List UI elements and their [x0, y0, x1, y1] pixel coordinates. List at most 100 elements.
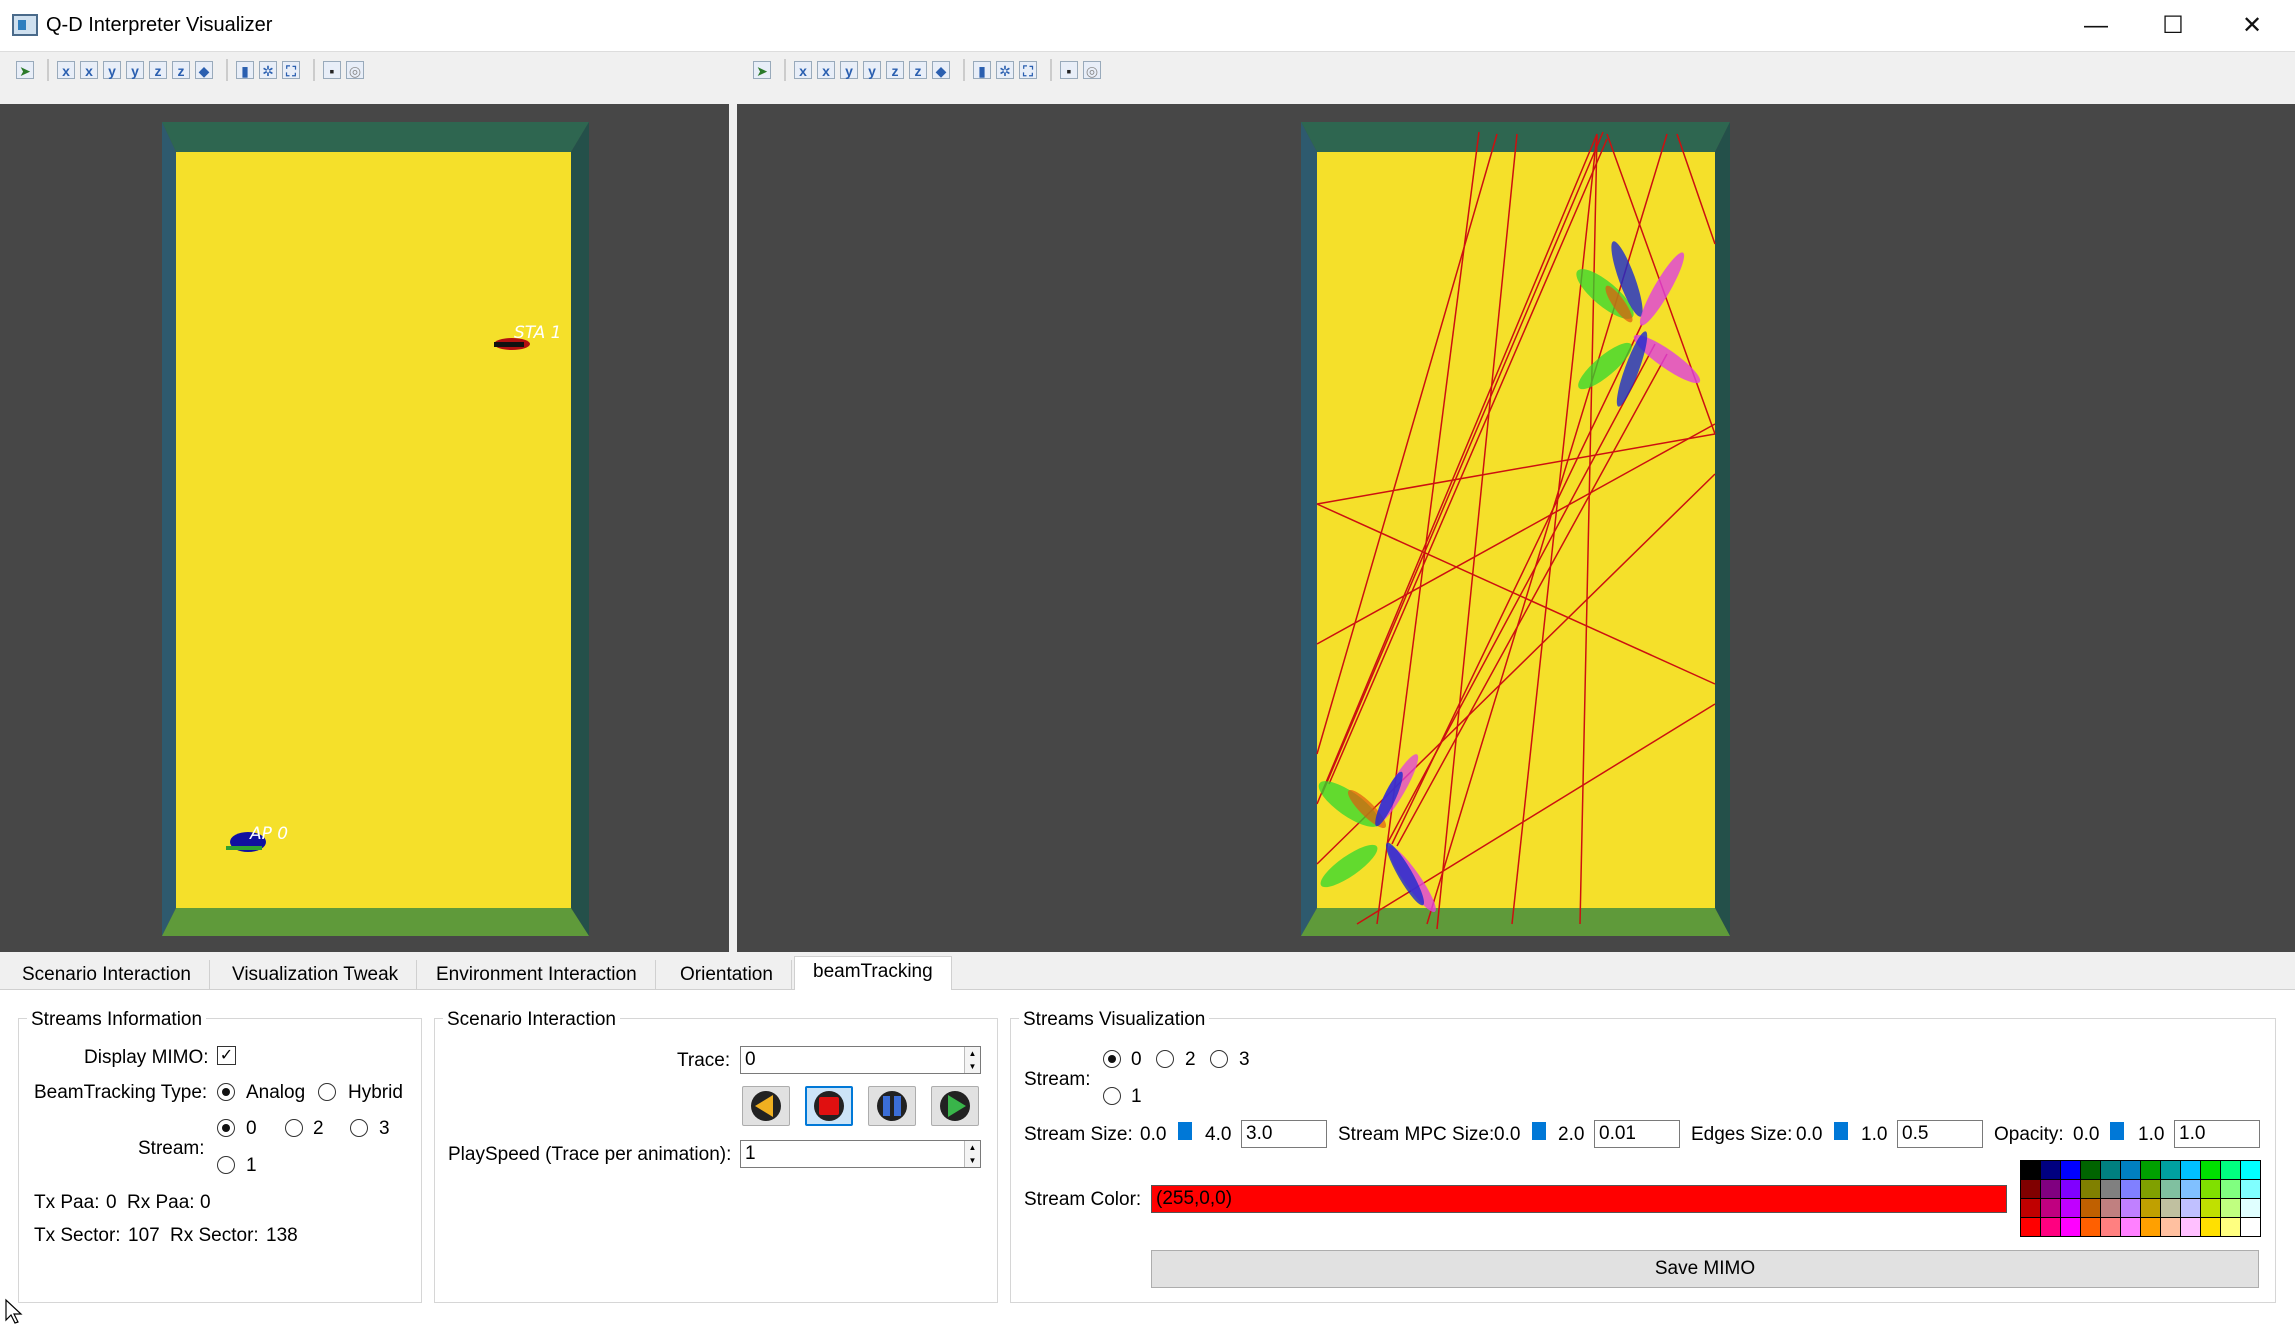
view-neg-y-icon[interactable]: y: [863, 61, 881, 79]
vis-stream-1-label: 1: [1131, 1086, 1142, 1107]
color-palette[interactable]: [2020, 1160, 2261, 1237]
opacity-input[interactable]: 1.0: [2174, 1120, 2260, 1148]
playspeed-spinbox[interactable]: 1 ▲ ▼: [740, 1140, 981, 1168]
app-icon: [12, 14, 38, 36]
left-3d-viewport[interactable]: STA 1 AP 0: [0, 104, 729, 952]
play-forward-button[interactable]: [931, 1086, 979, 1126]
isometric-cube-icon[interactable]: ◆: [195, 61, 213, 79]
streams-visualization-title: Streams Visualization: [1019, 1009, 1210, 1031]
view-x-icon[interactable]: x: [794, 61, 812, 79]
view-neg-x-icon[interactable]: x: [80, 61, 98, 79]
stop-button[interactable]: [805, 1086, 853, 1126]
tab-visualization-tweak[interactable]: Visualization Tweak: [214, 960, 418, 990]
streams-information-group: Streams Information: [18, 1009, 422, 1303]
viewport-splitter[interactable]: [729, 104, 737, 952]
save-icon[interactable]: ▪: [323, 61, 341, 79]
close-button[interactable]: ✕: [2241, 12, 2263, 39]
fit-view-icon[interactable]: ⛶: [1019, 61, 1037, 79]
info-stream-1-radio[interactable]: [217, 1156, 235, 1174]
opacity-label: Opacity:: [1994, 1124, 2064, 1145]
stream-mpc-size-label: Stream MPC Size:: [1338, 1124, 1495, 1145]
info-stream-3-label: 3: [379, 1118, 390, 1139]
view-x-icon[interactable]: x: [57, 61, 75, 79]
edges-size-slider[interactable]: [1834, 1122, 1848, 1140]
stream-mpc-size-slider[interactable]: [1532, 1122, 1546, 1140]
info-stream-3-radio[interactable]: [350, 1119, 368, 1137]
view-z-icon[interactable]: z: [149, 61, 167, 79]
type-hybrid-label: Hybrid: [348, 1082, 403, 1103]
perspective-icon[interactable]: ▮: [236, 61, 254, 79]
pick-icon[interactable]: ➤: [16, 61, 34, 79]
tab-scenario-interaction[interactable]: Scenario Interaction: [4, 960, 210, 990]
stream-mpc-size-input[interactable]: 0.01: [1594, 1120, 1680, 1148]
view-neg-y-icon[interactable]: y: [126, 61, 144, 79]
vis-stream-2-radio[interactable]: [1156, 1050, 1174, 1068]
axes-icon[interactable]: ✲: [259, 61, 277, 79]
maximize-button[interactable]: ☐: [2162, 12, 2184, 39]
edges-size-min: 0.0: [1796, 1124, 1823, 1145]
minimize-button[interactable]: —: [2084, 12, 2108, 39]
stream-color-field[interactable]: (255,0,0): [1151, 1185, 2007, 1213]
type-hybrid-radio[interactable]: [318, 1083, 336, 1101]
toolbar-separator: [784, 59, 786, 81]
stream-size-slider[interactable]: [1178, 1122, 1192, 1140]
vis-stream-1-radio[interactable]: [1103, 1087, 1121, 1105]
ap-device-base: [226, 846, 262, 850]
view-z-icon[interactable]: z: [886, 61, 904, 79]
window-title: Q-D Interpreter Visualizer: [46, 14, 273, 36]
pick-icon[interactable]: ➤: [753, 61, 771, 79]
play-forward-icon: [940, 1091, 970, 1121]
wall-left: [1301, 122, 1317, 936]
vis-stream-2-label: 2: [1185, 1049, 1196, 1070]
opacity-slider[interactable]: [2110, 1122, 2124, 1140]
room-scene-left: STA 1 AP 0: [162, 122, 589, 936]
vis-stream-0-radio[interactable]: [1103, 1050, 1121, 1068]
save-icon[interactable]: ▪: [1060, 61, 1078, 79]
playspeed-spin-arrows[interactable]: ▲ ▼: [964, 1141, 980, 1167]
tab-beamtracking[interactable]: beamTracking: [794, 956, 952, 991]
sta-label: STA 1: [514, 323, 561, 343]
play-backward-button[interactable]: [742, 1086, 790, 1126]
tab-environment-interaction[interactable]: Environment Interaction: [418, 960, 656, 990]
info-stream-0-label: 0: [246, 1118, 257, 1139]
pause-button[interactable]: [868, 1086, 916, 1126]
mouse-cursor-icon: [5, 1298, 23, 1324]
display-mimo-checkbox[interactable]: ✓: [217, 1046, 236, 1065]
fit-view-icon[interactable]: ⛶: [282, 61, 300, 79]
info-stream-1-label: 1: [246, 1155, 257, 1176]
view-y-icon[interactable]: y: [840, 61, 858, 79]
view-neg-z-icon[interactable]: z: [172, 61, 190, 79]
trace-spin-arrows[interactable]: ▲ ▼: [964, 1047, 980, 1073]
info-stream-2-radio[interactable]: [285, 1119, 303, 1137]
view-y-icon[interactable]: y: [103, 61, 121, 79]
edges-size-input[interactable]: 0.5: [1897, 1120, 1983, 1148]
type-analog-label: Analog: [246, 1082, 306, 1103]
tab-orientation[interactable]: Orientation: [662, 960, 792, 990]
record-icon[interactable]: ◎: [346, 61, 364, 79]
type-analog-radio[interactable]: [217, 1083, 235, 1101]
edges-size-value: 0.5: [1902, 1123, 1929, 1144]
edges-size-max: 1.0: [1861, 1124, 1888, 1145]
record-icon[interactable]: ◎: [1083, 61, 1101, 79]
toolbar-separator: [1050, 59, 1052, 81]
axes-icon[interactable]: ✲: [996, 61, 1014, 79]
stream-size-value: 3.0: [1246, 1123, 1273, 1144]
stream-color-label: Stream Color:: [1024, 1189, 1142, 1210]
vis-stream-label: Stream:: [1024, 1069, 1091, 1090]
view-neg-x-icon[interactable]: x: [817, 61, 835, 79]
stop-icon: [814, 1091, 844, 1121]
wall-right: [571, 122, 589, 936]
vis-stream-3-radio[interactable]: [1210, 1050, 1228, 1068]
sta-device-base: [494, 342, 524, 347]
perspective-icon[interactable]: ▮: [973, 61, 991, 79]
stream-size-label: Stream Size:: [1024, 1124, 1133, 1145]
trace-spinbox[interactable]: 0 ▲ ▼: [740, 1046, 981, 1074]
view-neg-z-icon[interactable]: z: [909, 61, 927, 79]
right-3d-viewport[interactable]: [737, 104, 2295, 952]
info-stream-0-radio[interactable]: [217, 1119, 235, 1137]
stream-size-max: 4.0: [1205, 1124, 1232, 1145]
isometric-cube-icon[interactable]: ◆: [932, 61, 950, 79]
save-mimo-button[interactable]: Save MIMO: [1151, 1250, 2259, 1288]
tx-sector-label: Tx Sector:: [34, 1225, 121, 1246]
stream-size-input[interactable]: 3.0: [1241, 1120, 1327, 1148]
